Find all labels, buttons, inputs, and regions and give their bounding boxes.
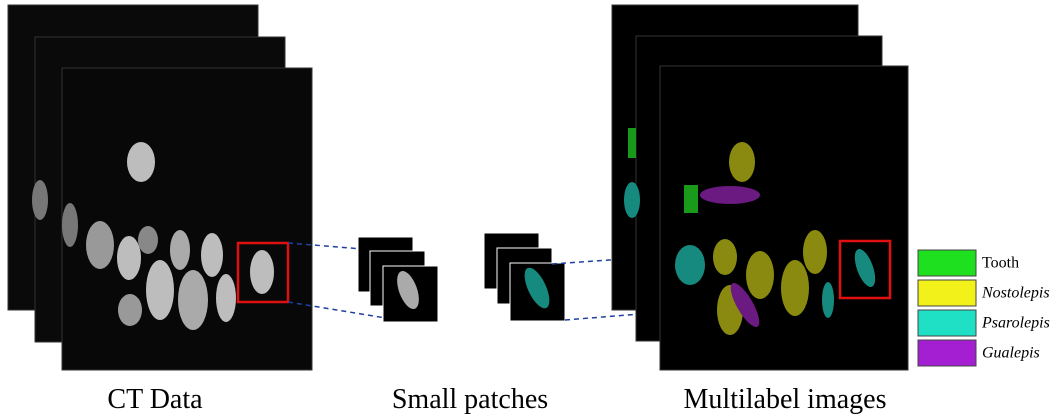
patch-stack-label [484,233,565,321]
legend-swatch [918,340,976,366]
caption: Multilabel images [684,384,887,415]
caption: Small patches [392,384,548,415]
legend-label: Gualepis [982,345,1040,362]
caption: CT Data [107,384,203,415]
patch-stack-ct [358,237,438,322]
legend-swatch [918,280,976,306]
legend-label: Psarolepis [981,315,1050,332]
figure: Tooth Nostolepis Psarolepis Gualepis CT Dat… [0,0,1059,420]
legend-swatch [918,250,976,276]
legend-swatch [918,310,976,336]
legend-label: Tooth [982,255,1019,272]
legend: Tooth Nostolepis Psarolepis Gualepis [918,250,1050,366]
legend-label: Nostolepis [981,285,1050,302]
ct-stack [8,5,312,370]
label-stack [612,5,908,370]
